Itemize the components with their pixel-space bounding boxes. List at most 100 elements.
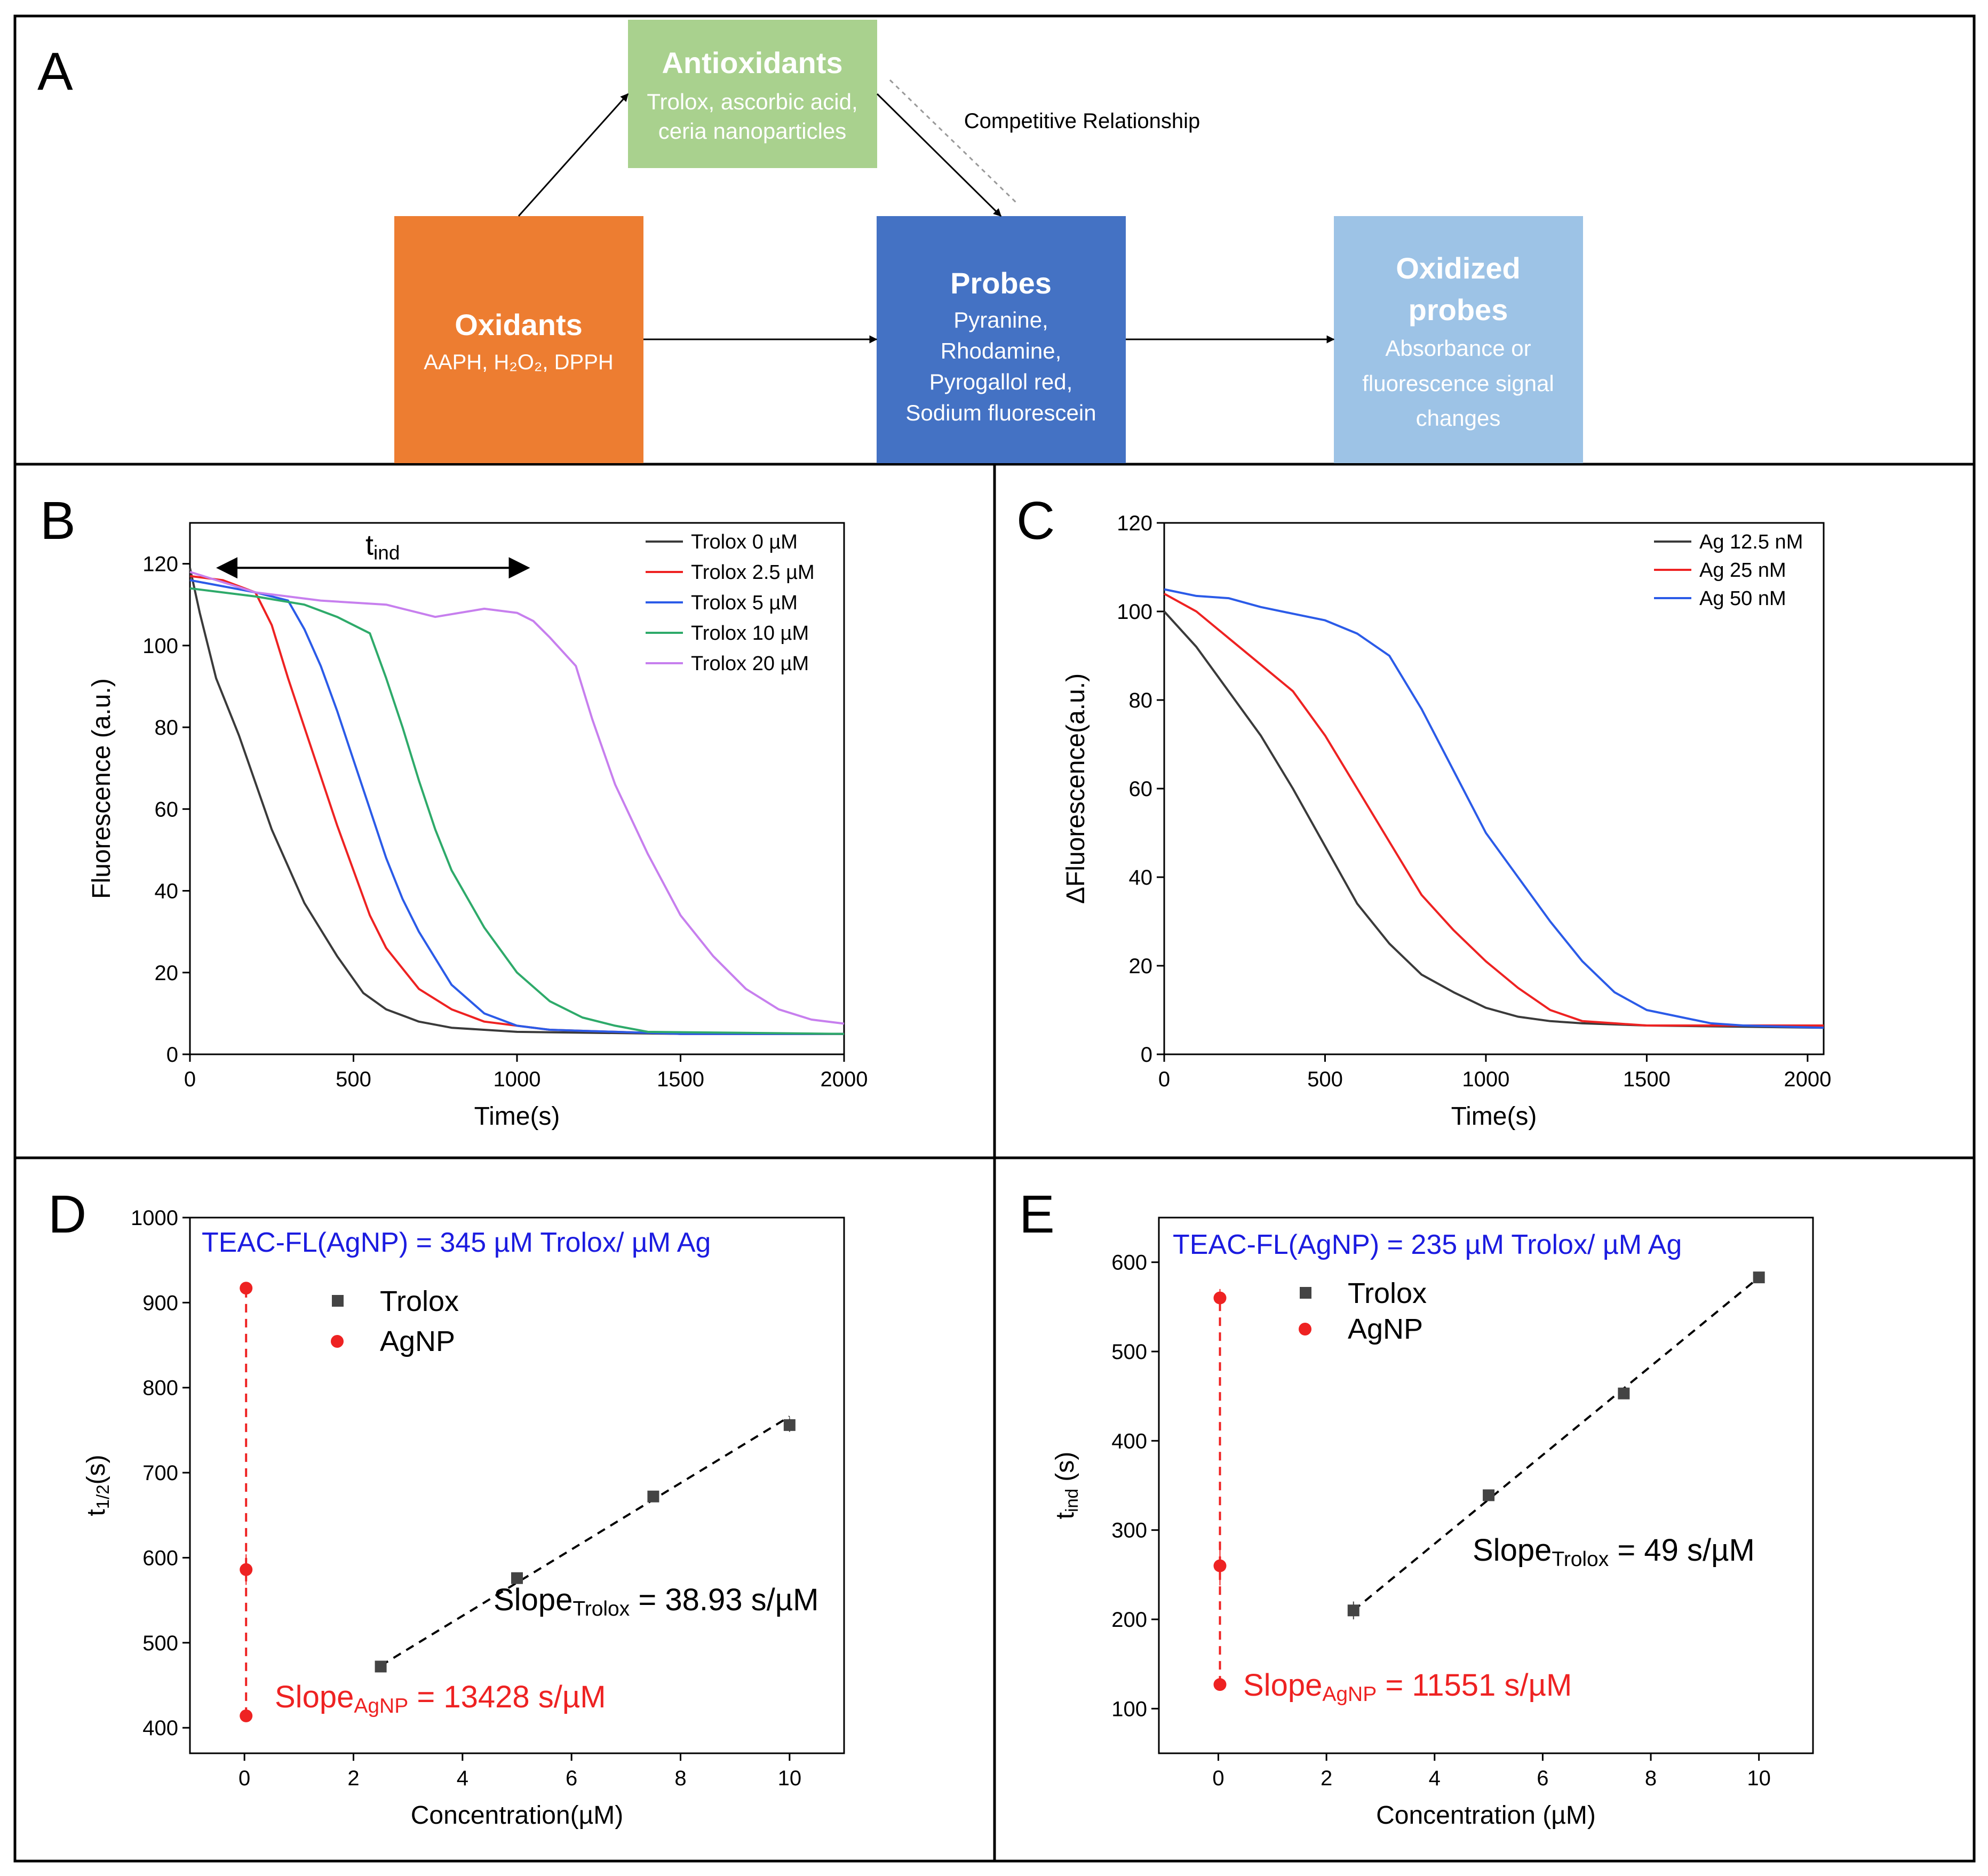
series-line: [1164, 593, 1824, 1027]
y-tick-label: 20: [155, 961, 179, 985]
y-tick-label: 40: [155, 880, 179, 903]
legend-label: Ag 25 nM: [1699, 559, 1786, 582]
y-axis-label: Fluorescence (a.u.): [88, 678, 116, 899]
agnp-point: [240, 1709, 253, 1722]
trolox-point: [1347, 1604, 1359, 1617]
y-tick-label: 60: [1129, 777, 1153, 801]
y-tick-label: 0: [166, 1043, 178, 1067]
series-line: [189, 570, 845, 1025]
y-tick-label: 600: [142, 1546, 178, 1570]
oxidized-line1: Absorbance or: [1385, 336, 1531, 361]
trolox-point: [1753, 1271, 1765, 1284]
oxidants-subtitle: AAPH, H₂O₂, DPPH: [424, 351, 614, 374]
legend-label: Ag 50 nM: [1699, 587, 1786, 610]
agnp-point: [1213, 1678, 1227, 1691]
trolox-point: [647, 1490, 659, 1503]
panel-letter-c: C: [1016, 491, 1055, 551]
slope-agnp-label: SlopeAgNP = 13428 s/µM: [275, 1680, 606, 1718]
legend-label: Trolox 2.5 µM: [691, 561, 815, 584]
y-tick-label: 80: [1129, 689, 1153, 712]
legend-label: Ag 12.5 nM: [1699, 531, 1803, 553]
oxidants-title: Oxidants: [455, 308, 583, 341]
probes-box: [877, 216, 1126, 463]
y-tick-label: 100: [1111, 1697, 1147, 1721]
y-tick-label: 700: [142, 1461, 178, 1485]
probes-line1: Pyranine,: [953, 307, 1048, 332]
probes-line3: Pyrogallol red,: [929, 369, 1072, 394]
x-tick-label: 8: [1645, 1767, 1657, 1790]
x-tick-label: 0: [184, 1068, 196, 1091]
agnp-point: [240, 1282, 253, 1295]
trolox-fit-line: [1353, 1276, 1760, 1611]
competitive-dashed-line: [889, 79, 1017, 204]
tind-arrow-left-head: [216, 557, 238, 579]
series-line: [189, 579, 844, 1035]
y-tick-label: 400: [142, 1716, 178, 1740]
legend-trolox-label: Trolox: [1348, 1277, 1427, 1309]
y-tick-label: 100: [1117, 600, 1152, 624]
chart-d-half-time: 0 2 4 6 8 10 400 500 600 700 800 900 1000 Concentrati…: [82, 1206, 845, 1830]
y-axis-label: tind (s): [1051, 1452, 1082, 1520]
legend-label: Trolox 5 µM: [691, 592, 798, 614]
agnp-point: [1213, 1559, 1227, 1572]
series-line: [1163, 610, 1824, 1029]
y-tick-label: 0: [1141, 1043, 1152, 1067]
oxidants-box: [394, 216, 643, 463]
competitive-label: Competitive Relationship: [964, 109, 1200, 133]
slope-trolox-label: SlopeTrolox = 49 s/µM: [1473, 1533, 1755, 1571]
legend-trolox-marker: [1300, 1287, 1311, 1299]
agnp-point: [240, 1563, 253, 1576]
x-tick-label: 500: [336, 1068, 371, 1091]
arrow-antioxidants-to-probes: [876, 93, 1002, 217]
x-tick-label: 0: [1158, 1068, 1170, 1091]
trolox-point: [1618, 1387, 1630, 1400]
y-tick-label: 400: [1111, 1429, 1147, 1453]
probes-title: Probes: [950, 266, 1052, 300]
legend-label: Trolox 0 µM: [691, 531, 798, 553]
oxidized-title-line1: Oxidized: [1396, 251, 1520, 285]
y-tick-label: 1000: [131, 1206, 178, 1230]
y-tick-label: 500: [142, 1632, 178, 1655]
trolox-point: [375, 1660, 387, 1673]
y-tick-label: 500: [1111, 1340, 1147, 1364]
y-tick-label: 20: [1129, 955, 1153, 978]
x-tick-label: 1500: [1623, 1068, 1671, 1091]
teac-header: TEAC-FL(AgNP) = 345 µM Trolox/ µM Ag: [202, 1227, 711, 1258]
trolox-point: [1483, 1489, 1495, 1501]
x-tick-label: 6: [1537, 1767, 1548, 1790]
plot-frame: [189, 1217, 845, 1754]
y-tick-label: 60: [155, 798, 179, 821]
panel-letter-b: B: [40, 491, 76, 551]
x-tick-label: 1000: [1462, 1068, 1509, 1091]
antioxidants-line1: Trolox, ascorbic acid,: [647, 89, 857, 114]
tind-arrow-right-head: [508, 557, 530, 579]
y-tick-label: 100: [142, 634, 178, 658]
x-tick-label: 2: [1321, 1767, 1332, 1790]
legend-agnp-marker: [331, 1335, 344, 1348]
y-tick-label: 40: [1129, 866, 1153, 889]
slope-trolox-label: SlopeTrolox = 38.93 s/µM: [494, 1583, 818, 1620]
y-axis-label: t1/2(s): [82, 1454, 113, 1516]
teac-header: TEAC-FL(AgNP) = 235 µM Trolox/ µM Ag: [1173, 1229, 1682, 1260]
panel-frames: [13, 14, 1976, 1863]
x-tick-label: 1500: [657, 1068, 704, 1091]
y-tick-label: 80: [155, 716, 179, 740]
slope-agnp-label: SlopeAgNP = 11551 s/µM: [1243, 1668, 1572, 1706]
x-axis-label: Time(s): [474, 1102, 560, 1131]
y-tick-label: 800: [142, 1377, 178, 1400]
y-tick-label: 600: [1111, 1251, 1147, 1275]
y-tick-label: 200: [1111, 1608, 1147, 1632]
oxidized-probes-box: [1334, 216, 1583, 463]
x-tick-label: 0: [238, 1767, 250, 1790]
panel-a-diagram: Antioxidants Trolox, ascorbic acid, ceri…: [394, 20, 1583, 463]
trolox-fit-line: [380, 1416, 790, 1667]
x-tick-label: 10: [1747, 1767, 1771, 1790]
x-tick-label: 8: [674, 1767, 686, 1790]
oxidized-line3: changes: [1416, 406, 1501, 431]
x-axis-label: Time(s): [1451, 1102, 1537, 1131]
x-tick-label: 1000: [494, 1068, 541, 1091]
legend-agnp-label: AgNP: [1348, 1313, 1423, 1345]
y-axis-label: ΔFluorescence(a.u.): [1062, 673, 1090, 904]
plot-frame: [1158, 1217, 1814, 1754]
